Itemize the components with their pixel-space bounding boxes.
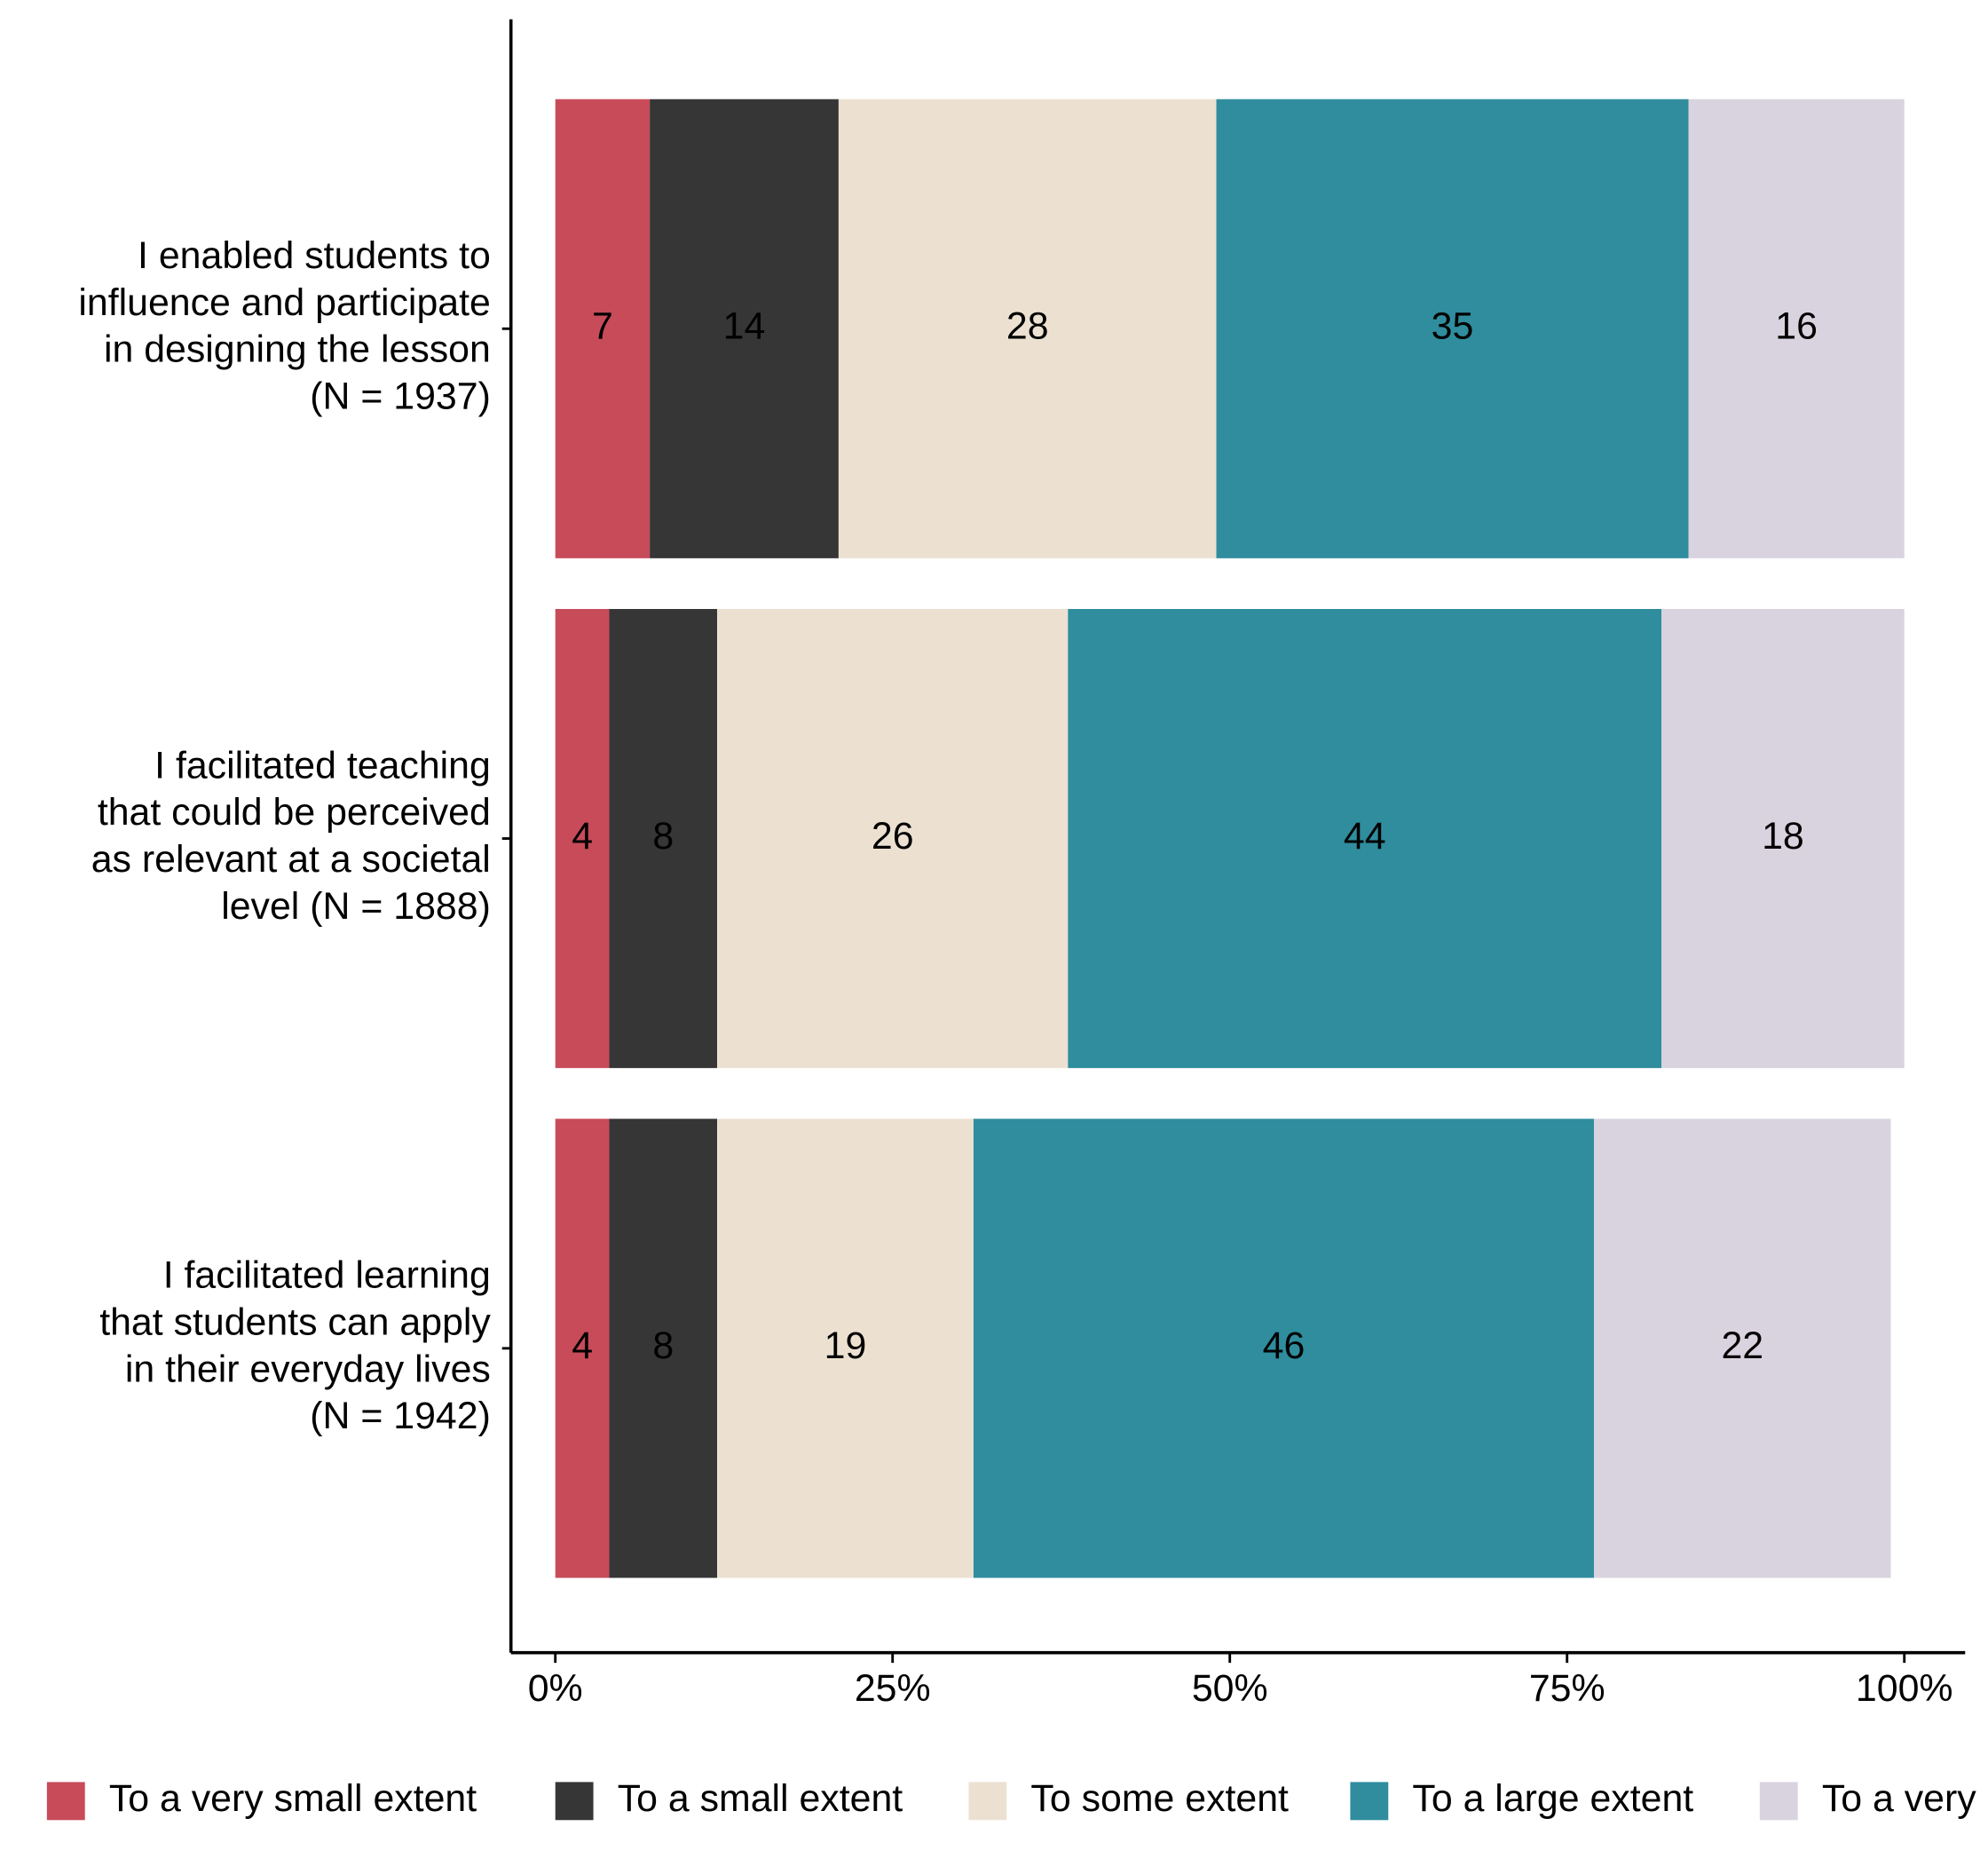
bar-segment — [555, 99, 651, 558]
bar-segment — [609, 1119, 718, 1578]
y-tick-label: I facilitated learning that students can … — [99, 1254, 491, 1438]
data-label: 4 — [572, 1324, 593, 1367]
bar-segment — [609, 609, 718, 1069]
data-label: 28 — [1006, 305, 1049, 348]
legend-label: To a very — [1822, 1777, 1976, 1820]
legend-swatch — [1759, 1782, 1798, 1821]
legend-swatch — [555, 1782, 594, 1821]
bar-segment — [1661, 609, 1905, 1069]
data-label: 26 — [872, 815, 914, 858]
data-label: 44 — [1344, 815, 1386, 858]
x-tick-label: 0% — [528, 1667, 583, 1710]
data-label: 22 — [1721, 1324, 1763, 1367]
x-tick-label: 25% — [855, 1667, 931, 1710]
bar-segment — [1068, 609, 1662, 1069]
bar-segment — [555, 609, 610, 1069]
data-label: 35 — [1432, 305, 1474, 348]
data-label: 8 — [652, 815, 674, 858]
x-tick-label: 75% — [1529, 1667, 1605, 1710]
bar-segment — [650, 99, 839, 558]
legend-swatch — [968, 1782, 1007, 1821]
data-label: 19 — [824, 1324, 867, 1367]
x-tick-label: 50% — [1192, 1667, 1268, 1710]
bar-segment — [838, 99, 1217, 558]
legend-label: To a very small extent — [109, 1777, 477, 1820]
y-tick-label: I facilitated teaching that could be perc… — [91, 745, 491, 929]
data-label: 18 — [1762, 815, 1804, 858]
bar-segment — [973, 1119, 1595, 1578]
bar-segment — [1594, 1119, 1891, 1578]
legend-label: To a small extent — [618, 1777, 903, 1820]
bar-segment — [1688, 99, 1905, 558]
bar-segment — [717, 1119, 974, 1578]
legend-label: To some extent — [1030, 1777, 1289, 1820]
legend-label: To a large extent — [1412, 1777, 1693, 1820]
data-label: 8 — [652, 1324, 674, 1367]
data-label: 7 — [592, 305, 613, 348]
data-label: 14 — [723, 305, 766, 348]
bar-segment — [555, 1119, 610, 1578]
bar-segment — [717, 609, 1069, 1069]
data-label: 46 — [1263, 1324, 1306, 1367]
bar-segment — [1216, 99, 1689, 558]
data-label: 16 — [1775, 305, 1818, 348]
y-tick-label: I enabled students to influence and parti… — [78, 234, 490, 418]
data-label: 4 — [572, 815, 593, 858]
legend-swatch — [1350, 1782, 1389, 1821]
legend-swatch — [46, 1782, 85, 1821]
x-tick-label: 100% — [1856, 1667, 1953, 1710]
